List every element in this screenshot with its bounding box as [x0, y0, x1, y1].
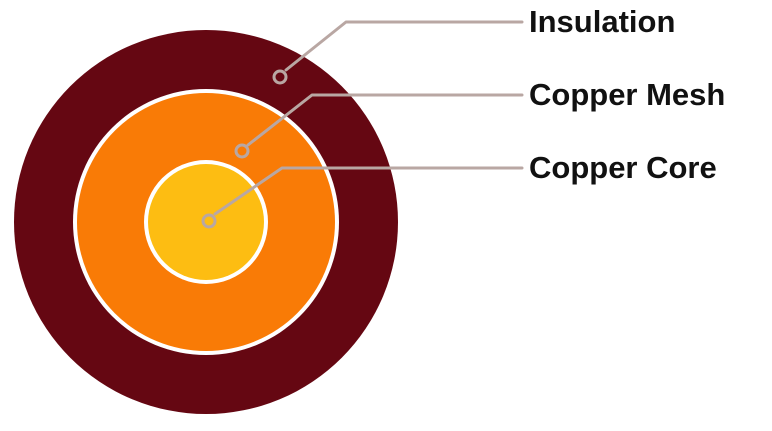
copper-core-leader-line [213, 166, 524, 216]
copper-core-anchor-marker [201, 213, 217, 229]
insulation-anchor-marker [272, 69, 288, 85]
copper-mesh-anchor-marker [234, 143, 250, 159]
copper-core-layer [148, 164, 264, 280]
copper-core-label: Copper Core [529, 150, 717, 185]
insulation-label: Insulation [529, 4, 675, 39]
insulation-leader-line [284, 20, 524, 72]
copper-mesh-label: Copper Mesh [529, 77, 725, 112]
copper-mesh-leader-line [246, 93, 524, 147]
